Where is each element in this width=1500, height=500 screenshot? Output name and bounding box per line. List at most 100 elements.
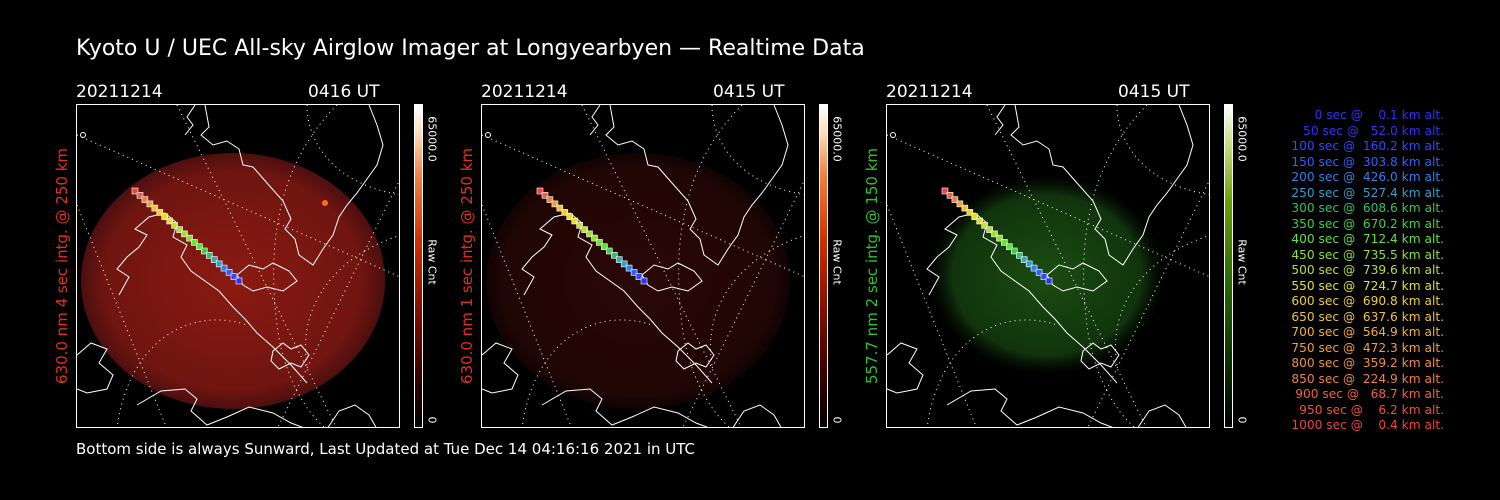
north-marker — [80, 132, 86, 138]
panel-time: 0416 UT — [308, 82, 380, 102]
track-point — [230, 273, 238, 280]
allsky-image — [886, 104, 1210, 428]
legend-row: 200 sec @ 426.0 km alt. — [1287, 170, 1444, 184]
track-point — [1030, 264, 1038, 272]
track-point — [1025, 260, 1033, 268]
track-point — [630, 269, 638, 276]
track-point — [1006, 243, 1013, 250]
legend-row: 700 sec @ 564.9 km alt. — [1287, 325, 1444, 339]
track-point — [625, 264, 633, 272]
track-point — [541, 192, 549, 199]
legend-row: 50 sec @ 52.0 km alt. — [1295, 123, 1444, 138]
airglow-emission-region — [81, 153, 385, 409]
track-point — [576, 222, 583, 229]
track-point — [171, 222, 178, 229]
colorbar — [414, 104, 423, 428]
track-point — [206, 252, 213, 259]
coastline — [482, 105, 789, 427]
satellite-track — [941, 187, 1053, 285]
legend-row: 450 sec @ 735.5 km alt. — [1287, 247, 1444, 262]
track-point — [581, 226, 588, 233]
legend-row: 850 sec @ 224.9 km alt. — [1287, 371, 1444, 386]
legend-row: 750 sec @ 472.3 km alt. — [1287, 340, 1444, 355]
colorbar-max-label: 65000.0 — [830, 116, 844, 162]
track-point — [1040, 273, 1048, 280]
airglow-emission-region — [486, 153, 790, 409]
legend-row: 600 sec @ 690.8 km alt. — [1287, 294, 1444, 308]
track-point — [986, 226, 993, 233]
track-point — [961, 204, 969, 212]
colorbar — [819, 104, 828, 428]
track-point — [161, 213, 168, 220]
colorbar-min-label: 0 — [1235, 416, 1249, 424]
track-point — [536, 187, 544, 195]
track-point — [1035, 269, 1043, 276]
satellite-track — [131, 187, 243, 285]
track-point — [971, 213, 978, 220]
colorbar-unit-label: Raw Cnt — [830, 239, 844, 285]
airglow-panel-630nm-1sec: 20211214 0415 UT 630.0 nm 1 sec intg. @ … — [458, 82, 844, 432]
track-point — [596, 239, 603, 246]
satellite-track — [536, 187, 648, 285]
track-point — [951, 196, 959, 203]
track-point — [601, 243, 608, 250]
colorbar-min-label: 0 — [830, 416, 844, 424]
colorbar-min-label: 0 — [425, 416, 439, 424]
colorbar-unit-label: Raw Cnt — [425, 239, 439, 285]
legend-row: 250 sec @ 527.4 km alt. — [1287, 185, 1444, 200]
airglow-panel-557nm-2sec: 20211214 0415 UT 557.7 nm 2 sec intg. @ … — [863, 82, 1249, 432]
track-point — [615, 256, 623, 263]
track-point — [1016, 252, 1023, 259]
bright-spot — [322, 200, 328, 206]
track-point — [606, 247, 613, 255]
track-point — [176, 226, 183, 233]
track-point — [591, 234, 598, 242]
panel-wavelength-label: 557.7 nm 2 sec intg. @ 150 km — [863, 147, 881, 385]
track-point — [981, 222, 988, 229]
track-point — [186, 234, 193, 242]
track-point — [131, 187, 139, 195]
track-point — [996, 234, 1003, 242]
track-point — [635, 273, 643, 280]
satellite-altitude-legend: 0 sec @ 0.1 km alt. 50 sec @ 52.0 km alt… — [1262, 108, 1444, 434]
track-point — [956, 200, 964, 208]
colorbar-max-label: 65000.0 — [1235, 116, 1249, 162]
track-point — [976, 217, 983, 225]
page-title: Kyoto U / UEC All-sky Airglow Imager at … — [76, 36, 865, 61]
legend-row: 300 sec @ 608.6 km alt. — [1287, 201, 1444, 215]
footer-note: Bottom side is always Sunward, Last Upda… — [76, 440, 696, 458]
track-point — [220, 264, 228, 272]
track-point — [546, 196, 554, 203]
track-point — [556, 204, 564, 212]
colorbar-unit-label: Raw Cnt — [1235, 239, 1249, 285]
track-point — [141, 196, 149, 203]
track-point — [586, 230, 593, 238]
track-point — [551, 200, 559, 208]
legend-row: 0 sec @ 0.1 km alt. — [1303, 108, 1444, 122]
track-point — [566, 213, 573, 220]
legend-row: 350 sec @ 670.2 km alt. — [1287, 216, 1444, 231]
panel-wavelength-label: 630.0 nm 4 sec intg. @ 250 km — [53, 147, 71, 385]
legend-row: 500 sec @ 739.6 km alt. — [1287, 263, 1444, 277]
track-point — [151, 204, 159, 212]
track-point — [1045, 277, 1053, 285]
legend-row: 900 sec @ 68.7 km alt. — [1291, 387, 1444, 401]
track-point — [571, 217, 578, 225]
track-point — [156, 209, 164, 216]
track-point — [235, 277, 243, 285]
allsky-image — [481, 104, 805, 428]
track-point — [640, 277, 648, 285]
north-marker — [485, 132, 491, 138]
panel-time: 0415 UT — [713, 82, 785, 102]
legend-row: 100 sec @ 160.2 km alt. — [1287, 139, 1444, 153]
track-point — [611, 252, 618, 259]
track-point — [991, 230, 998, 238]
track-point — [215, 260, 223, 268]
track-point — [201, 247, 208, 255]
track-point — [146, 200, 154, 208]
coastline — [887, 105, 1194, 427]
colorbar-max-label: 65000.0 — [425, 116, 439, 162]
track-point — [136, 192, 144, 199]
panel-date: 20211214 — [481, 82, 568, 102]
legend-row: 800 sec @ 359.2 km alt. — [1287, 356, 1444, 370]
